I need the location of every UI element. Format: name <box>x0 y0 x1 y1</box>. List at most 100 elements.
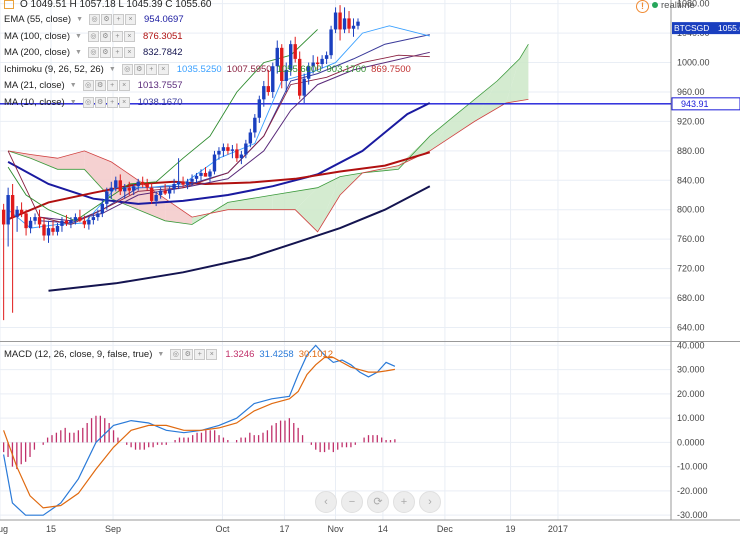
candle-body <box>315 62 320 65</box>
candle-body <box>37 217 42 225</box>
ma-line <box>48 185 431 292</box>
scroll-right-button[interactable]: › <box>419 491 441 513</box>
visibility-icon[interactable]: ◎ <box>87 47 99 58</box>
legend-row-4[interactable]: MA (21, close) ▼ ◎ ⚙ + × 1013.7557 <box>4 78 188 93</box>
macd-legend[interactable]: MACD (12, 26, close, 9, false, true) ▼ ◎ ⚙ +… <box>4 347 338 362</box>
visibility-icon[interactable]: ◎ <box>82 80 94 91</box>
indicator-value: 1007.5950 <box>226 63 272 75</box>
visibility-icon[interactable]: ◎ <box>170 349 182 360</box>
dropdown-arrow-icon[interactable]: ▼ <box>157 351 165 358</box>
add-icon[interactable]: + <box>194 349 206 360</box>
realtime-dot-icon <box>652 2 658 8</box>
cloud-segment <box>474 58 520 122</box>
visibility-icon[interactable]: ◎ <box>121 63 133 75</box>
dropdown-arrow-icon[interactable]: ▼ <box>69 98 77 106</box>
candle-body <box>338 12 342 30</box>
cloud-segment <box>84 150 112 199</box>
indicator-name: MA (21, close) <box>4 80 65 91</box>
hline-tag: 943.91 <box>681 99 709 109</box>
remove-icon[interactable]: × <box>123 47 135 58</box>
add-icon[interactable]: + <box>113 14 124 25</box>
candle-body <box>221 147 226 151</box>
remove-icon[interactable]: × <box>118 96 130 108</box>
add-icon[interactable]: + <box>106 96 118 108</box>
reset-button[interactable]: ⟳ <box>367 491 389 513</box>
add-icon[interactable]: + <box>111 47 123 58</box>
add-icon[interactable]: + <box>111 30 123 42</box>
x-tick-label: Sep <box>105 524 121 534</box>
macd-y-tick-label: 10.000 <box>677 413 705 423</box>
candle-body <box>266 86 270 92</box>
dropdown-arrow-icon[interactable]: ▼ <box>75 32 82 40</box>
ohlc-readout: O 1049.51 H 1057.18 L 1045.39 C 1055.60 <box>4 0 211 10</box>
remove-icon[interactable]: × <box>157 63 169 75</box>
legend-row-3[interactable]: Ichimoku (9, 26, 52, 26) ▼ ◎ ⚙ + × 1035.5250 10… <box>4 62 416 77</box>
candle-body <box>253 117 257 133</box>
last-price-tag: 1055.6 <box>718 23 740 33</box>
candle-body <box>230 149 235 151</box>
candle-body <box>302 78 306 96</box>
candle-body <box>19 209 24 214</box>
visibility-icon[interactable]: ◎ <box>87 30 99 42</box>
candle-body <box>105 191 109 204</box>
indicator-value: 1035.5250 <box>176 63 222 75</box>
remove-icon[interactable]: × <box>206 349 218 360</box>
span-b-line <box>8 99 529 233</box>
settings-icon[interactable]: ⚙ <box>99 30 111 42</box>
candle-body <box>1 209 6 225</box>
legend-row-0[interactable]: EMA (55, close) ▼ ◎ ⚙ + × 954.0697 <box>4 12 189 27</box>
x-tick-label: 14 <box>378 524 388 534</box>
indicator-value: 30.1012 <box>298 349 334 360</box>
visibility-icon[interactable]: ◎ <box>89 14 100 25</box>
settings-icon[interactable]: ⚙ <box>101 14 112 25</box>
y-tick-label: 720.00 <box>677 264 705 274</box>
candle-body <box>167 189 172 194</box>
candle-body <box>347 18 351 29</box>
add-icon[interactable]: + <box>106 80 118 91</box>
settings-icon[interactable]: ⚙ <box>94 96 106 108</box>
scroll-left-button[interactable]: ‹ <box>315 491 337 513</box>
candle-body <box>271 66 275 92</box>
dropdown-arrow-icon[interactable]: ▼ <box>75 49 82 56</box>
remove-icon[interactable]: × <box>118 80 130 91</box>
candle-body <box>114 180 118 188</box>
settings-icon[interactable]: ⚙ <box>94 80 106 91</box>
settings-icon[interactable]: ⚙ <box>182 349 194 360</box>
candle-body <box>24 213 28 229</box>
candle-body <box>118 180 122 192</box>
legend-row-2[interactable]: MA (200, close) ▼ ◎ ⚙ + × 832.7842 <box>4 45 188 60</box>
y-tick-label: 1000.00 <box>677 58 710 68</box>
candle-body <box>109 187 113 192</box>
candle-body <box>324 55 329 59</box>
indicator-value: 832.7842 <box>142 47 183 58</box>
settings-icon[interactable]: ⚙ <box>133 63 145 75</box>
warning-icon[interactable]: ! <box>636 0 649 13</box>
dropdown-arrow-icon[interactable]: ▼ <box>69 82 77 89</box>
zoom-in-button[interactable]: + <box>393 491 415 513</box>
dropdown-arrow-icon[interactable]: ▼ <box>108 65 116 73</box>
settings-icon[interactable]: ⚙ <box>99 47 111 58</box>
candle-body <box>140 181 145 184</box>
macd-y-tick-label: 40.000 <box>677 340 705 350</box>
macd-y-tick-label: 0.0000 <box>677 437 705 447</box>
cloud-segment <box>295 176 341 232</box>
x-tick-label: 17 <box>279 524 289 534</box>
candle-body <box>199 172 203 176</box>
add-icon[interactable]: + <box>145 63 157 75</box>
remove-icon[interactable]: × <box>125 14 136 25</box>
remove-icon[interactable]: × <box>123 30 135 42</box>
candle-body <box>145 183 149 188</box>
visibility-icon[interactable]: ◎ <box>82 96 94 108</box>
dropdown-arrow-icon[interactable]: ▼ <box>76 16 83 23</box>
candle-body <box>33 217 37 221</box>
legend-row-1[interactable]: MA (100, close) ▼ ◎ ⚙ + × 876.3051 <box>4 29 188 44</box>
candle-body <box>235 149 239 159</box>
x-tick-label: 15 <box>46 524 56 534</box>
x-tick-label: Aug <box>0 524 8 534</box>
candle-body <box>351 25 356 29</box>
candle-body <box>284 69 288 81</box>
indicator-value: 903.1700 <box>326 63 367 75</box>
zoom-out-button[interactable]: − <box>341 491 363 513</box>
legend-row-5[interactable]: MA (10, close) ▼ ◎ ⚙ + × 1038.1670 <box>4 95 188 110</box>
